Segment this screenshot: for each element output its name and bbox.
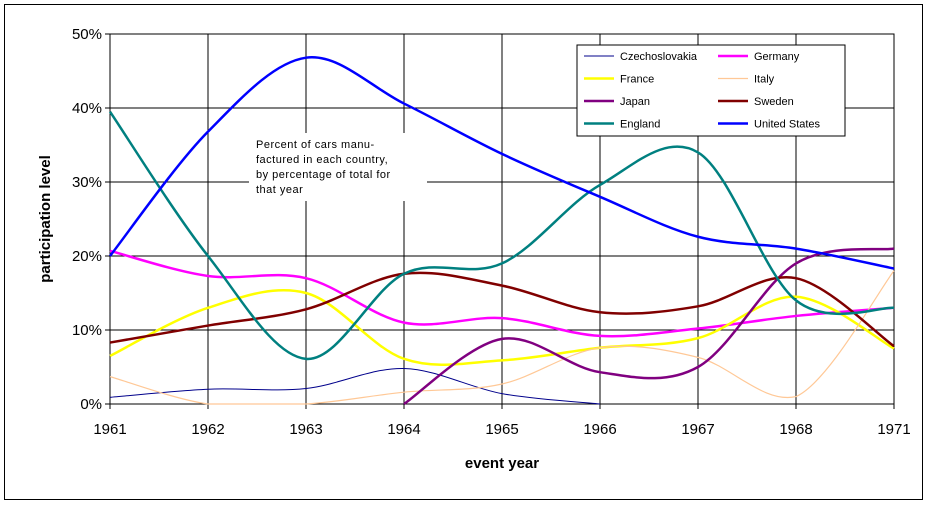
legend: Czechoslovakia Germany France Italy Japan Swe… [576,44,846,137]
series-line-italy [109,270,895,405]
annotation-line: that year [256,184,303,196]
legend-label-sweden: Sweden [754,96,794,108]
x-axis-title: event year [465,455,539,472]
legend-label-japan: Japan [620,96,650,108]
series-line-czechoslovakia [109,367,601,405]
chart-annotation: Percent of cars manu-factured in each co… [249,133,427,201]
x-tick-label: 1965 [485,421,518,438]
series-line-japan [403,247,895,406]
y-tick-label: 40% [72,100,102,117]
series-line-france [109,289,895,366]
annotation-background [249,133,427,201]
y-tick-label: 30% [72,174,102,191]
y-tick-label: 0% [80,396,102,413]
x-tick-label: 1963 [289,421,322,438]
legend-label-italy: Italy [754,74,775,86]
annotation-line: by percentage of total for [256,169,391,181]
legend-label-germany: Germany [754,51,800,63]
annotation-line: Percent of cars manu- [256,139,375,151]
x-tick-label: 1964 [387,421,420,438]
x-tick-label: 1966 [583,421,616,438]
x-tick-label: 1968 [779,421,812,438]
x-tick-label: 1961 [93,421,126,438]
legend-label-united-states: United States [754,119,821,131]
series-line-germany [109,249,895,338]
y-tick-labels: 0% 10% 20% 30% 40% 50% [72,26,110,413]
series-line-england [108,110,895,361]
legend-label-france: France [620,74,654,86]
x-tick-label: 1962 [191,421,224,438]
x-tick-label: 1967 [681,421,714,438]
legend-label-england: England [620,119,660,131]
y-tick-label: 50% [72,26,102,43]
series-line-united-states [109,56,895,270]
series-lines [108,56,895,406]
y-tick-label: 10% [72,322,102,339]
x-tick-label: 1971 [877,421,910,438]
annotation-line: factured in each country, [256,154,388,166]
x-tick-labels: 1961 1962 1963 1964 1965 1966 1967 1968 1971 [93,404,911,438]
legend-box [576,44,846,137]
legend-label-czechoslovakia: Czechoslovakia [620,51,698,63]
y-axis-title: participation level [37,155,54,283]
y-tick-label: 20% [72,248,102,265]
